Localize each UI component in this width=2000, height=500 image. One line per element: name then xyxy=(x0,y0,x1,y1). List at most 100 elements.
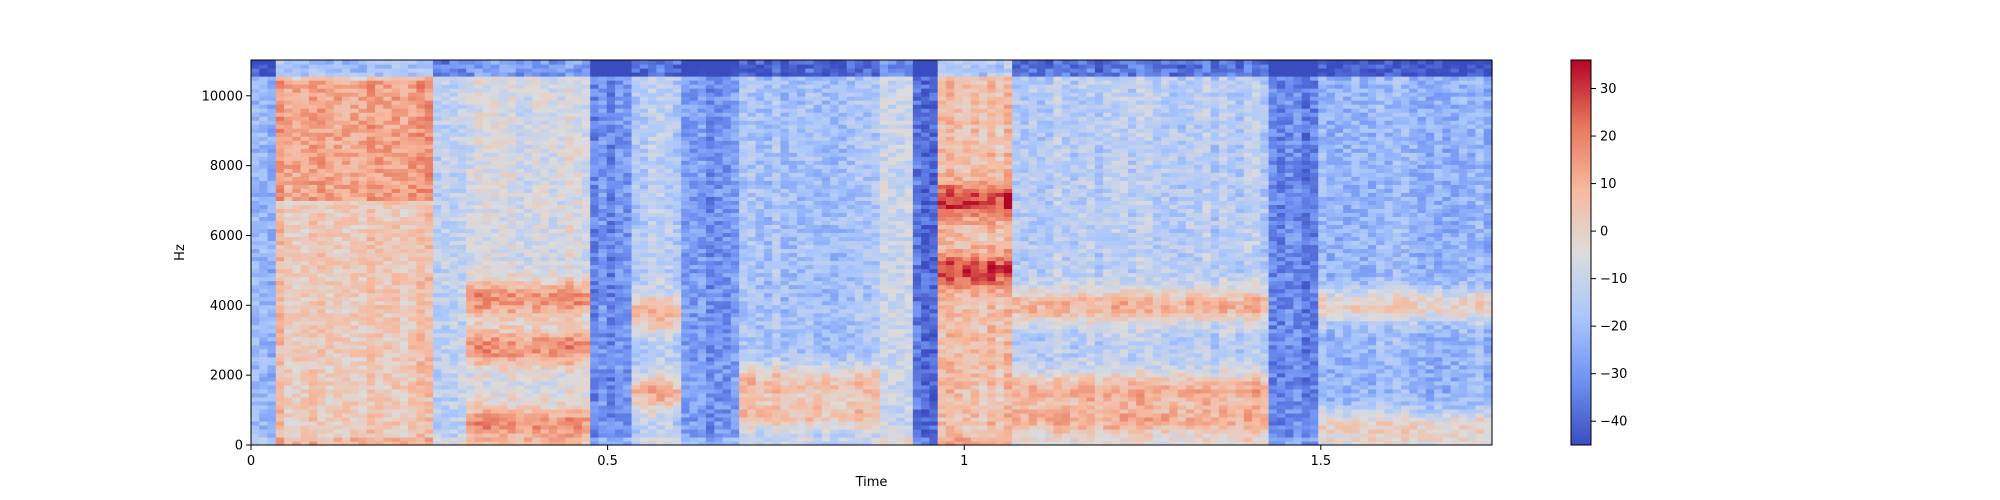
spectrogram-cell xyxy=(466,64,475,69)
spectrogram-cell xyxy=(325,440,335,446)
spectrogram-cell xyxy=(399,344,409,350)
spectrogram-cell xyxy=(474,332,484,338)
spectrogram-cell xyxy=(375,360,384,366)
spectrogram-cell xyxy=(350,340,360,346)
spectrogram-cell xyxy=(639,200,649,205)
spectrogram-cell xyxy=(532,320,542,326)
spectrogram-cell xyxy=(433,280,442,286)
spectrogram-cell xyxy=(342,216,351,222)
spectrogram-cell xyxy=(433,384,442,390)
spectrogram-cell xyxy=(532,140,542,145)
spectrogram-cell xyxy=(358,260,368,266)
spectrogram-cell xyxy=(474,152,484,157)
spectrogram-cell xyxy=(565,424,575,430)
spectrogram-cell xyxy=(292,164,302,169)
spectrogram-cell xyxy=(366,168,376,173)
spectrogram-cell xyxy=(623,372,633,378)
spectrogram-cell xyxy=(267,60,277,65)
spectrogram-cell xyxy=(342,412,351,418)
spectrogram-cell xyxy=(308,140,318,145)
spectrogram-cell xyxy=(300,72,310,77)
spectrogram-cell xyxy=(275,300,285,306)
spectrogram-cell xyxy=(573,428,583,434)
spectrogram-cell xyxy=(391,408,401,414)
spectrogram-cell xyxy=(424,244,434,250)
spectrogram-cell xyxy=(259,184,269,189)
spectrogram-cell xyxy=(557,264,566,270)
spectrogram-cell xyxy=(540,228,550,234)
spectrogram-cell xyxy=(292,220,302,226)
spectrogram-cell xyxy=(358,368,368,374)
spectrogram-cell xyxy=(490,164,500,169)
spectrogram-cell xyxy=(441,420,451,426)
spectrogram-cell xyxy=(466,148,475,153)
spectrogram-cell xyxy=(474,292,484,298)
spectrogram-cell xyxy=(325,316,335,322)
spectrogram-cell xyxy=(342,244,351,250)
spectrogram-cell xyxy=(540,240,550,246)
spectrogram-cell xyxy=(275,64,285,69)
spectrogram-cell xyxy=(350,332,360,338)
spectrogram-cell xyxy=(656,156,666,161)
spectrogram-cell xyxy=(366,268,376,274)
spectrogram-cell xyxy=(598,152,608,157)
spectrogram-cell xyxy=(540,396,550,402)
spectrogram-cell xyxy=(656,288,666,294)
spectrogram-cell xyxy=(548,160,558,165)
spectrogram-cell xyxy=(433,420,442,426)
spectrogram-cell xyxy=(424,140,434,145)
spectrogram-cell xyxy=(540,100,550,105)
spectrogram-cell xyxy=(466,336,475,342)
spectrogram-cell xyxy=(383,232,393,238)
spectrogram-cell xyxy=(639,108,649,113)
spectrogram-cell xyxy=(482,284,492,290)
spectrogram-cell xyxy=(524,368,533,374)
spectrogram-cell xyxy=(424,272,434,278)
spectrogram-cell xyxy=(515,168,525,173)
spectrogram-cell xyxy=(639,264,649,270)
spectrogram-cell xyxy=(524,392,533,398)
spectrogram-cell xyxy=(333,352,343,358)
spectrogram-cell xyxy=(590,100,600,105)
spectrogram-cell xyxy=(342,408,351,414)
spectrogram-cell xyxy=(515,352,525,358)
spectrogram-cell xyxy=(292,240,302,246)
spectrogram-cell xyxy=(449,276,459,282)
spectrogram-cell xyxy=(648,324,657,330)
spectrogram-cell xyxy=(457,72,467,77)
spectrogram-cell xyxy=(565,220,575,226)
spectrogram-cell xyxy=(631,360,641,366)
spectrogram-cell xyxy=(590,348,600,354)
spectrogram-cell xyxy=(581,356,591,362)
spectrogram-cell xyxy=(490,140,500,145)
spectrogram-cell xyxy=(358,412,368,418)
spectrogram-cell xyxy=(358,268,368,274)
spectrogram-cell xyxy=(656,224,666,230)
spectrogram-cell xyxy=(300,368,310,374)
spectrogram-cell xyxy=(565,348,575,354)
spectrogram-cell xyxy=(598,104,608,109)
spectrogram-cell xyxy=(325,384,335,390)
spectrogram-cell xyxy=(540,440,550,446)
spectrogram-cell xyxy=(259,136,269,141)
spectrogram-cell xyxy=(433,324,442,330)
spectrogram-cell xyxy=(507,244,517,250)
spectrogram-cell xyxy=(433,132,442,137)
spectrogram-cell xyxy=(342,392,351,398)
spectrogram-cell xyxy=(350,80,360,85)
spectrogram-cell xyxy=(664,300,674,306)
spectrogram-cell xyxy=(664,432,674,438)
spectrogram-cell xyxy=(581,304,591,310)
spectrogram-cell xyxy=(399,424,409,430)
spectrogram-cell xyxy=(672,272,682,278)
spectrogram-cell xyxy=(557,348,566,354)
spectrogram-cell xyxy=(300,276,310,282)
spectrogram-cell xyxy=(333,108,343,113)
spectrogram-cell xyxy=(548,272,558,278)
spectrogram-cell xyxy=(383,424,393,430)
spectrogram-cell xyxy=(548,108,558,113)
spectrogram-cell xyxy=(482,328,492,334)
spectrogram-cell xyxy=(623,68,633,73)
spectrogram-cell xyxy=(416,84,426,89)
spectrogram-cell xyxy=(548,244,558,250)
